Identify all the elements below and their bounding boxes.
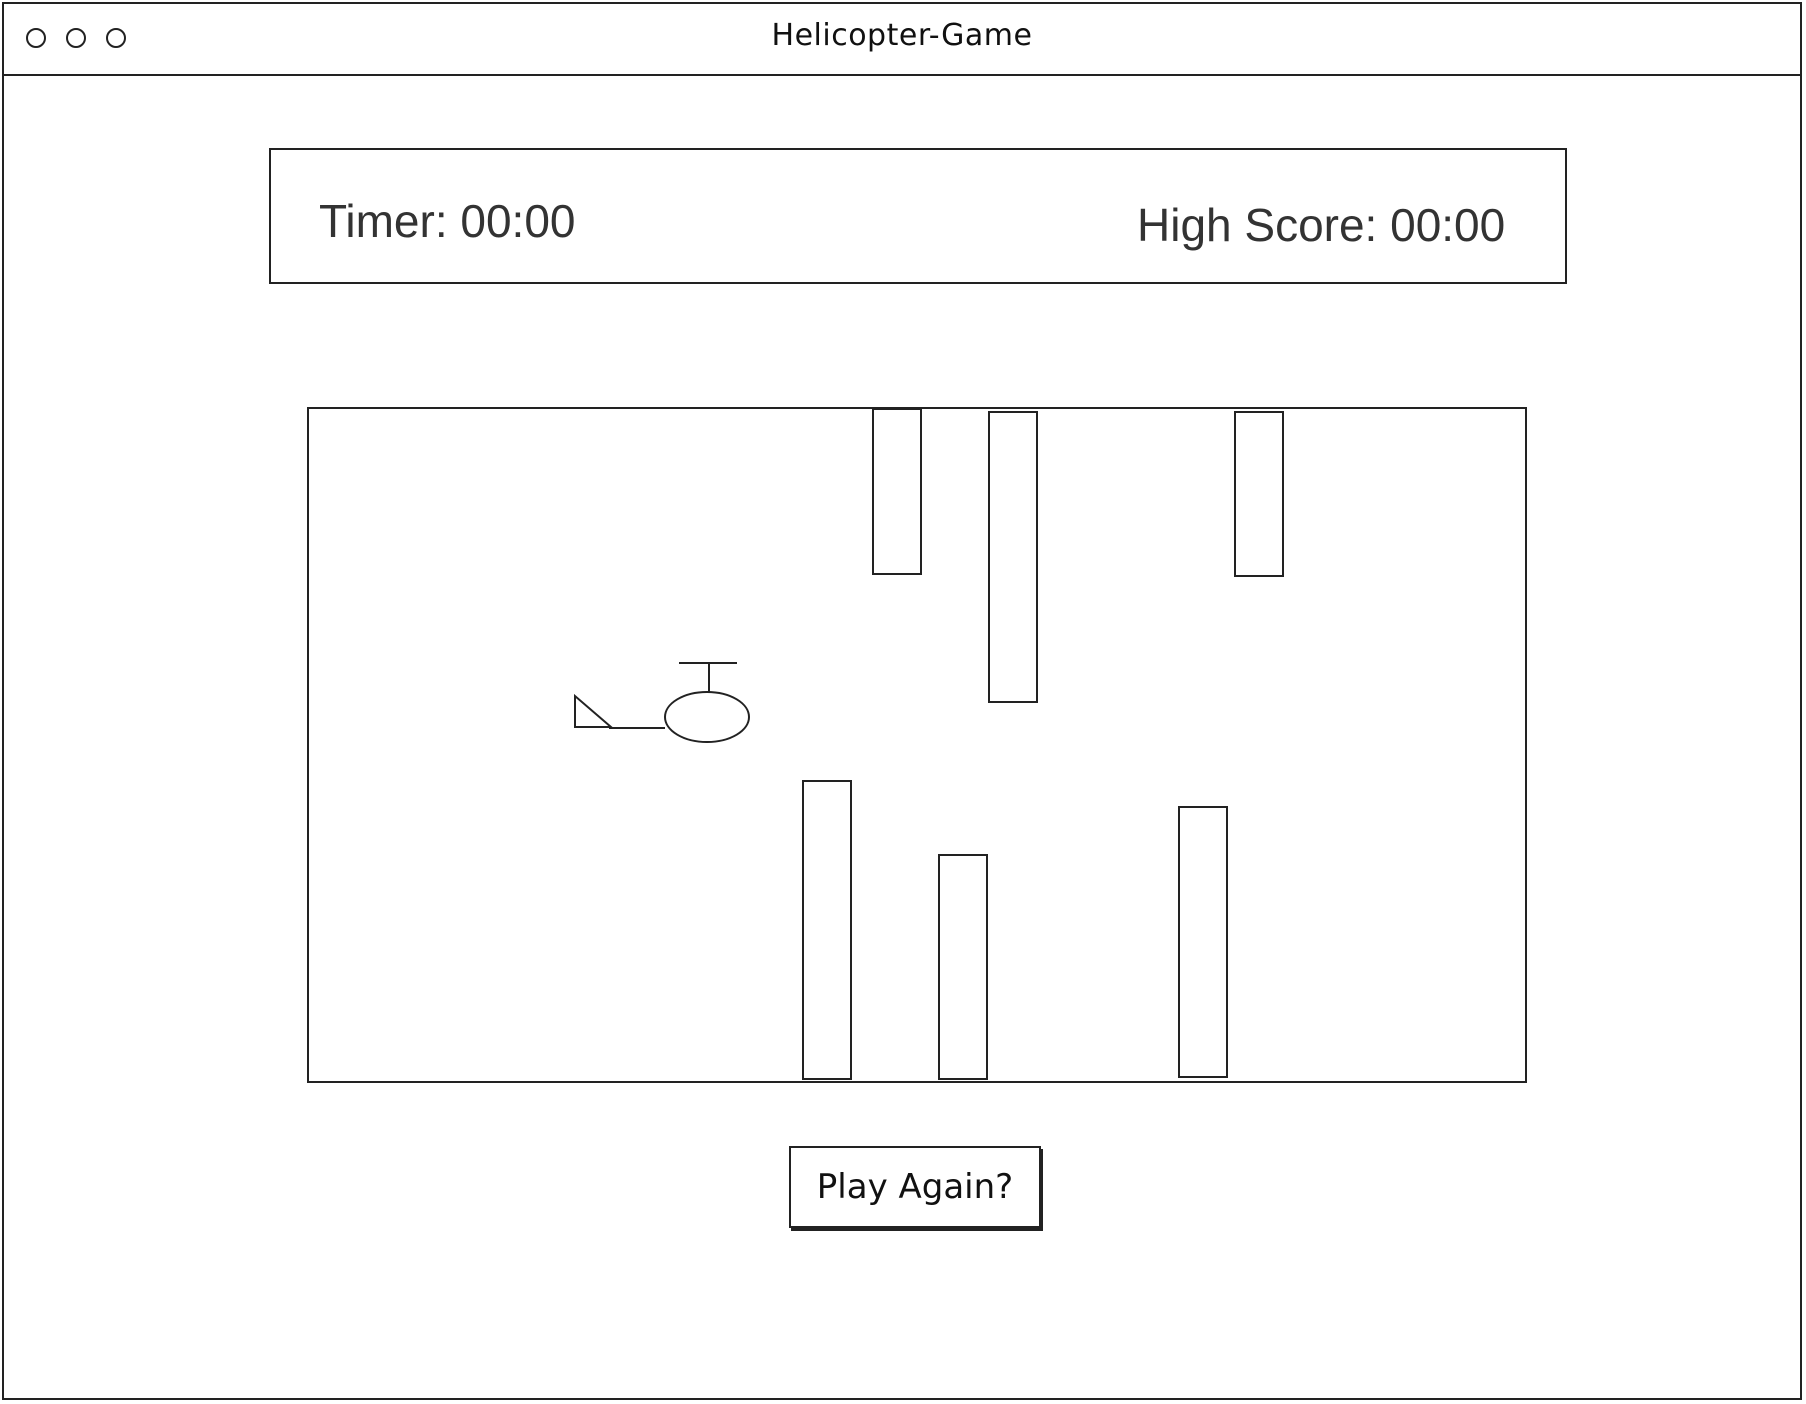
game-scene — [574, 409, 1284, 1080]
obstacle-top — [1234, 411, 1284, 577]
maximize-icon[interactable] — [106, 28, 126, 48]
obstacle-bottom — [802, 780, 852, 1080]
obstacle-bottom — [1178, 806, 1228, 1078]
timer-label: Timer: 00:00 — [319, 195, 576, 247]
play-again-button[interactable]: Play Again? — [789, 1146, 1041, 1228]
game-canvas[interactable] — [307, 407, 1527, 1083]
obstacle-top — [872, 409, 922, 575]
minimize-icon[interactable] — [66, 28, 86, 48]
obstacle-bottom — [938, 854, 988, 1080]
window-titlebar: Helicopter-Game — [4, 4, 1800, 76]
scoreboard: Timer: 00:00 High Score: 00:00 — [269, 148, 1567, 284]
helicopter-icon — [574, 662, 750, 743]
close-icon[interactable] — [26, 28, 46, 48]
window-title: Helicopter-Game — [771, 18, 1033, 53]
obstacle-top — [988, 411, 1038, 703]
high-score-label: High Score: 00:00 — [1137, 199, 1506, 251]
